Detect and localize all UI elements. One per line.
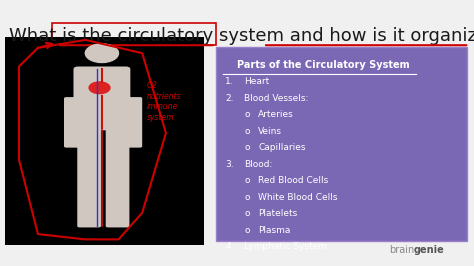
Text: Lymphatic System: Lymphatic System [244, 242, 327, 251]
Circle shape [85, 44, 118, 63]
Text: Capillaries: Capillaries [258, 143, 306, 152]
Text: 1.: 1. [225, 77, 234, 86]
FancyBboxPatch shape [5, 37, 204, 245]
Text: Arteries: Arteries [258, 110, 294, 119]
FancyBboxPatch shape [216, 47, 467, 241]
FancyBboxPatch shape [106, 129, 129, 227]
FancyBboxPatch shape [77, 129, 101, 227]
Text: o: o [244, 193, 250, 202]
Text: Platelets: Platelets [258, 209, 298, 218]
Text: o: o [244, 110, 250, 119]
FancyBboxPatch shape [64, 97, 81, 148]
Text: Parts of the Circulatory System: Parts of the Circulatory System [237, 60, 410, 70]
Text: brain: brain [389, 245, 414, 255]
Text: What is the circulatory system and how is it organized?: What is the circulatory system and how i… [9, 27, 474, 45]
Text: o: o [244, 176, 250, 185]
Text: White Blood Cells: White Blood Cells [258, 193, 338, 202]
FancyBboxPatch shape [73, 66, 130, 130]
Text: Plasma: Plasma [258, 226, 291, 235]
Text: Heart: Heart [244, 77, 269, 86]
Text: Veins: Veins [258, 127, 283, 136]
Text: O2
nutrients
immune
system: O2 nutrients immune system [147, 81, 182, 122]
Text: Blood:: Blood: [244, 160, 273, 169]
Text: o: o [244, 143, 250, 152]
Text: 2.: 2. [225, 94, 234, 103]
Text: Blood Vessels:: Blood Vessels: [244, 94, 309, 103]
Text: 4.: 4. [225, 242, 234, 251]
Text: Red Blood Cells: Red Blood Cells [258, 176, 328, 185]
FancyBboxPatch shape [126, 97, 142, 148]
Text: o: o [244, 209, 250, 218]
Text: o: o [244, 226, 250, 235]
Text: o: o [244, 127, 250, 136]
Circle shape [89, 82, 110, 94]
Text: genie: genie [413, 245, 444, 255]
Text: 3.: 3. [225, 160, 234, 169]
